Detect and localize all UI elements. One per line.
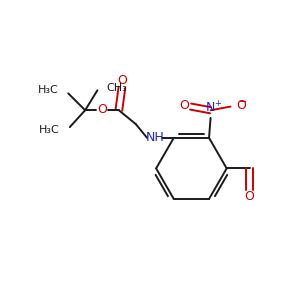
Text: O: O [117,74,127,87]
Text: O: O [97,103,107,116]
Text: NH: NH [146,131,164,144]
Text: CH₃: CH₃ [106,83,127,93]
Text: −: − [238,97,248,107]
Text: H₃C: H₃C [38,85,58,95]
Text: O: O [179,100,189,112]
Text: +: + [214,99,221,108]
Text: O: O [236,100,246,112]
Text: N: N [206,101,215,114]
Text: H₃C: H₃C [39,125,60,135]
Text: O: O [245,190,255,203]
